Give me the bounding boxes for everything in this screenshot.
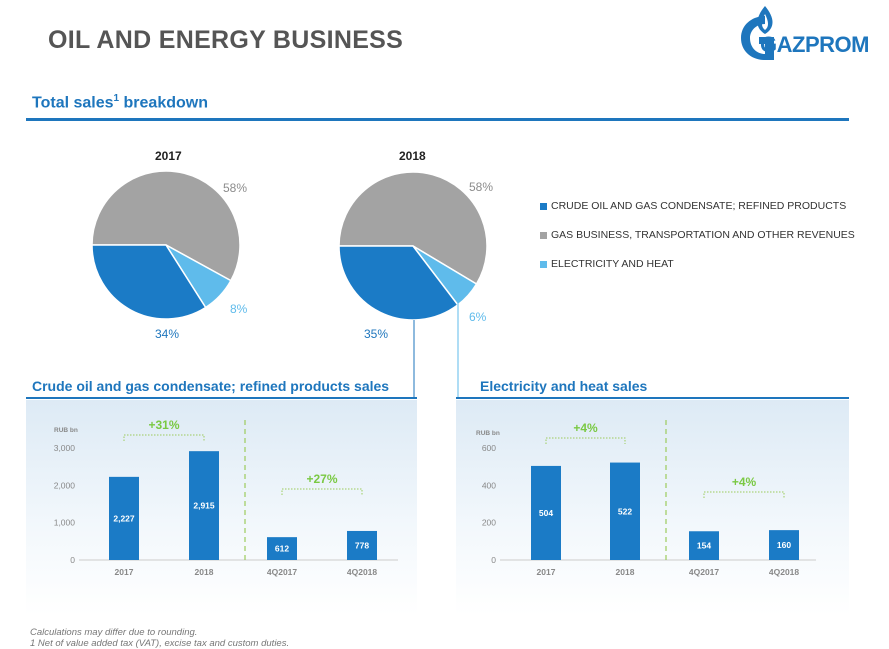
crude-category-label: 4Q2018: [347, 567, 378, 577]
electricity-growth-bracket: [703, 491, 785, 498]
electricity-bar: [610, 462, 640, 560]
electricity-ytick-label: 400: [482, 480, 496, 490]
crude-ytick-label: 2,000: [54, 480, 76, 490]
pie-2017-electricity-label: 8%: [230, 302, 248, 316]
pie-2017-crude-label: 34%: [155, 327, 180, 341]
pie-chart-2017: [91, 170, 241, 320]
pie-chart-2018: [338, 171, 488, 321]
crude-growth-bracket: [281, 488, 363, 495]
legend-label-electricity: ELECTRICITY AND HEAT: [551, 258, 674, 270]
pie-2017-slice-crude: [91, 244, 207, 320]
electricity-chart-divider: [456, 397, 849, 399]
electricity-category-label: 2018: [616, 567, 635, 577]
crude-bar-value-label: 2,227: [113, 513, 135, 523]
section-divider: [26, 118, 849, 121]
footnote-vat: 1 Net of value added tax (VAT), excise t…: [30, 638, 290, 649]
electricity-ylabel: RUB bn: [476, 430, 500, 437]
legend-item-crude: CRUDE OIL AND GAS CONDENSATE; REFINED PR…: [540, 200, 846, 212]
crude-bar-value-label: 2,915: [193, 501, 215, 511]
crude-ytick-label: 1,000: [54, 518, 76, 528]
electricity-growth-bracket: [545, 437, 626, 444]
electricity-category-label: 2017: [537, 567, 556, 577]
crude-ytick-label: 0: [70, 555, 75, 565]
crude-bar-value-label: 612: [275, 544, 289, 554]
crude-bar: [109, 476, 139, 560]
pie-2018-gas-label: 58%: [469, 180, 494, 194]
section-title-main: Total sales: [32, 94, 114, 112]
electricity-bar: [689, 531, 719, 560]
electricity-bar-value-label: 504: [539, 508, 553, 518]
pie-2018-title: 2018: [399, 149, 426, 163]
crude-growth-label: +27%: [306, 472, 337, 486]
crude-chart-divider: [26, 397, 417, 399]
electricity-bar-chart: RUB bn 0 200 400 600 504 2017 522 2018 154 4Q2017 1…: [476, 420, 816, 577]
section-title-rest: breakdown: [119, 94, 208, 112]
legend-item-electricity: ELECTRICITY AND HEAT: [540, 258, 674, 270]
electricity-bar: [531, 465, 561, 560]
crude-bar: [189, 451, 219, 560]
crude-growth-label: +31%: [148, 418, 179, 432]
crude-category-label: 4Q2017: [267, 567, 298, 577]
pie-2018-crude-label: 35%: [364, 327, 389, 341]
legend-swatch-electricity: [540, 260, 547, 268]
pie-2018-slice-crude: [338, 245, 459, 321]
electricity-category-label: 4Q2017: [689, 567, 720, 577]
electricity-growth-label: +4%: [732, 475, 757, 489]
crude-category-label: 2017: [115, 567, 134, 577]
crude-chart-panel: [26, 400, 417, 615]
pie-2018-electricity-label: 6%: [469, 310, 487, 324]
electricity-ytick-label: 200: [482, 518, 496, 528]
crude-bar: [267, 537, 297, 560]
pie-2017-slice-gas: [91, 170, 241, 282]
crude-ytick-label: 3,000: [54, 443, 76, 453]
gazprom-logo-icon: [741, 6, 774, 60]
section-title: Total sales1 breakdown: [32, 93, 208, 112]
legend-item-gas: GAS BUSINESS, TRANSPORTATION AND OTHER R…: [540, 229, 855, 241]
footnote-rounding: Calculations may differ due to rounding.: [30, 627, 198, 638]
legend-label-gas: GAS BUSINESS, TRANSPORTATION AND OTHER R…: [551, 229, 855, 241]
legend-swatch-crude: [540, 202, 547, 210]
crude-growth-bracket: [123, 434, 205, 441]
electricity-bar-value-label: 154: [697, 541, 711, 551]
crude-bar: [347, 530, 377, 560]
crude-bar-chart: RUB bn 0 1,000 2,000 3,000 2,227 2017 2,915 2018…: [54, 418, 398, 577]
electricity-bar-value-label: 522: [618, 506, 632, 516]
pie-2017-title: 2017: [155, 149, 182, 163]
section-title-sup: 1: [113, 93, 120, 104]
legend-label-crude: CRUDE OIL AND GAS CONDENSATE; REFINED PR…: [551, 200, 847, 212]
pie-2017-gas-label: 58%: [223, 181, 248, 195]
electricity-bar-value-label: 160: [777, 540, 791, 550]
electricity-ytick-label: 600: [482, 443, 496, 453]
electricity-chart-title: Electricity and heat sales: [480, 378, 648, 394]
electricity-ytick-label: 0: [491, 555, 496, 565]
page-title: OIL AND ENERGY BUSINESS: [48, 26, 404, 54]
electricity-bar: [769, 530, 799, 560]
electricity-category-label: 4Q2018: [769, 567, 800, 577]
pie-2018-slice-gas: [338, 171, 488, 286]
crude-chart-title: Crude oil and gas condensate; refined pr…: [32, 378, 390, 394]
electricity-chart-panel: [456, 400, 849, 615]
logo-text: GAZPROM: [760, 32, 869, 57]
legend-swatch-gas: [540, 231, 547, 239]
electricity-growth-label: +4%: [573, 421, 598, 435]
crude-category-label: 2018: [195, 567, 214, 577]
crude-bar-value-label: 778: [355, 540, 369, 550]
crude-ylabel: RUB bn: [54, 427, 78, 434]
